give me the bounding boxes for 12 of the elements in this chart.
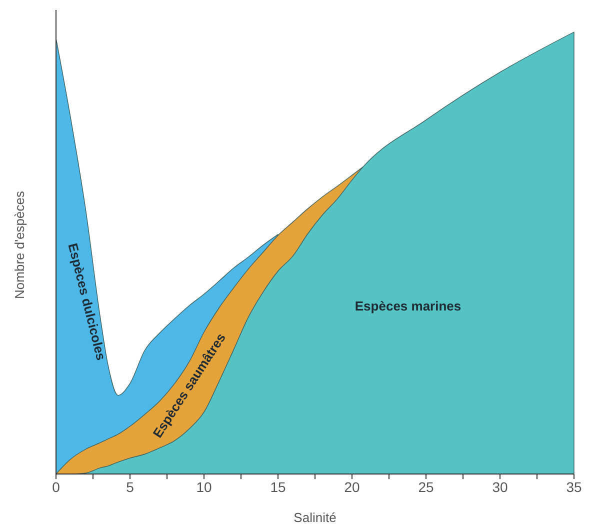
x-axis-title: Salinité <box>294 510 336 525</box>
x-tick-label: 0 <box>52 478 60 495</box>
x-tick-label: 15 <box>270 478 286 495</box>
x-tick-label: 10 <box>196 478 212 495</box>
y-axis-title: Nombre d'espèces <box>12 190 27 299</box>
series-label: Espèces dulcicoles <box>65 242 109 362</box>
series-label: Espèces marines <box>354 298 462 314</box>
x-tick-label: 30 <box>492 478 508 495</box>
x-tick-label: 25 <box>418 478 434 495</box>
x-tick-label: 5 <box>126 478 134 495</box>
x-tick-label: 35 <box>566 478 582 495</box>
x-tick-label: 20 <box>344 478 360 495</box>
